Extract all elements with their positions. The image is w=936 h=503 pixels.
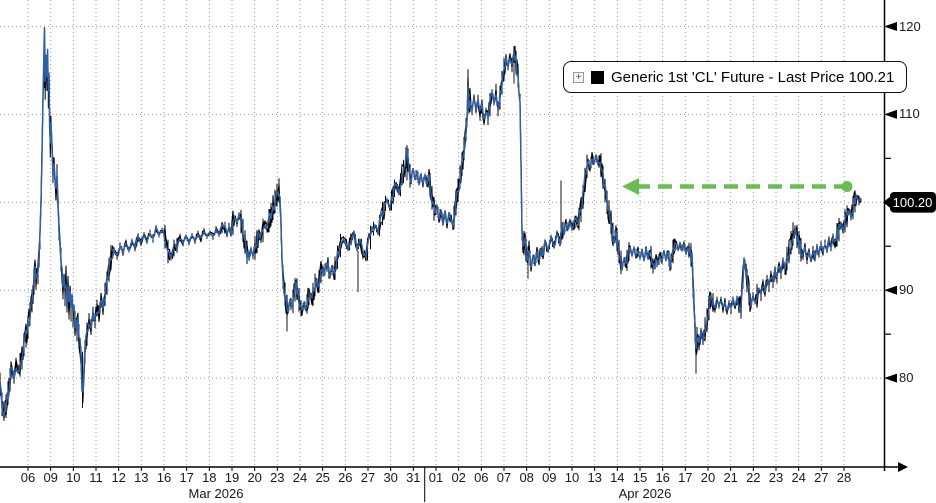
x-axis-date-label: 11 (89, 470, 103, 485)
x-axis-date-label: 12 (111, 470, 126, 485)
y-tick-arrow (884, 109, 897, 119)
x-axis-date-label: 25 (315, 470, 330, 485)
arrow-head-left (622, 177, 639, 195)
x-axis-date-label: 20 (700, 470, 716, 485)
x-axis-arrow (898, 462, 908, 472)
x-axis-date-label: 14 (610, 470, 625, 485)
x-axis-date-label: 09 (43, 470, 58, 485)
x-axis-date-label: 01 (428, 470, 444, 485)
x-axis-date-label: 20 (247, 470, 262, 485)
x-axis-date-label: 28 (836, 470, 852, 485)
x-axis-date-label: 23 (768, 470, 784, 485)
x-axis-date-label: 19 (224, 470, 240, 485)
gridlines (0, 0, 884, 467)
legend-series-label: Generic 1st 'CL' Future - Last Price 100… (611, 68, 895, 86)
y-axis-label: 80 (899, 370, 914, 386)
x-axis-date-label: 06 (474, 470, 489, 485)
x-axis-date-label: 10 (564, 470, 580, 485)
x-axis-date-label: 13 (134, 470, 149, 485)
x-axis-date-label: 17 (179, 470, 194, 485)
x-axis-date-label: 02 (451, 470, 466, 485)
price-line-blue (0, 27, 862, 420)
month-label-apr: Apr 2026 (618, 486, 672, 501)
x-axis-date-label: 26 (338, 470, 353, 485)
x-axis-date-label: 07 (496, 470, 512, 485)
y-axis-label: 90 (899, 282, 914, 298)
x-axis-date-label: 24 (292, 470, 308, 485)
x-axis-date-label: 21 (723, 470, 738, 485)
x-axis-date-label: 16 (156, 470, 172, 485)
annotation-arrow (622, 177, 853, 195)
arrow-end-dot (841, 180, 853, 192)
x-axis-date-label: 30 (383, 470, 398, 485)
x-axis-date-label: 22 (746, 470, 761, 485)
y-tick-arrow (884, 22, 897, 31)
x-axis-date-label: 27 (360, 470, 376, 485)
y-tick-arrow (884, 373, 897, 383)
x-axis-date-label: 16 (655, 470, 670, 485)
x-axis-date-label: 08 (519, 470, 534, 485)
x-axis-date-label: 31 (406, 470, 421, 485)
y-tick-arrow (884, 285, 897, 295)
price-series (0, 27, 862, 421)
x-axis-date-label: 13 (587, 470, 602, 485)
x-axis-date-label: 06 (20, 470, 36, 485)
x-axis-date-label: 17 (678, 470, 693, 485)
y-axis-label: 110 (899, 106, 920, 122)
x-axis-date-label: 23 (270, 470, 285, 485)
price-bars-texture (0, 41, 862, 421)
x-axis-date-label: 27 (814, 470, 829, 485)
x-axis-date-label: 10 (66, 470, 81, 485)
x-axis-date-label: 09 (542, 470, 557, 485)
last-price-tag: 100.20 (883, 192, 936, 213)
x-axis-date-label: 15 (632, 470, 648, 485)
legend-expander-icon[interactable]: + (573, 71, 584, 83)
month-label-mar: Mar 2026 (188, 486, 244, 501)
legend[interactable]: + Generic 1st 'CL' Future - Last Price 1… (563, 61, 908, 93)
last-price-value: 100.20 (893, 195, 933, 210)
x-axis-date-label: 18 (202, 470, 217, 485)
legend-series-swatch (591, 70, 604, 84)
price-series-black-2 (0, 43, 862, 418)
x-axis-date-label: 24 (791, 470, 806, 485)
y-axis-label: 120 (899, 18, 921, 34)
